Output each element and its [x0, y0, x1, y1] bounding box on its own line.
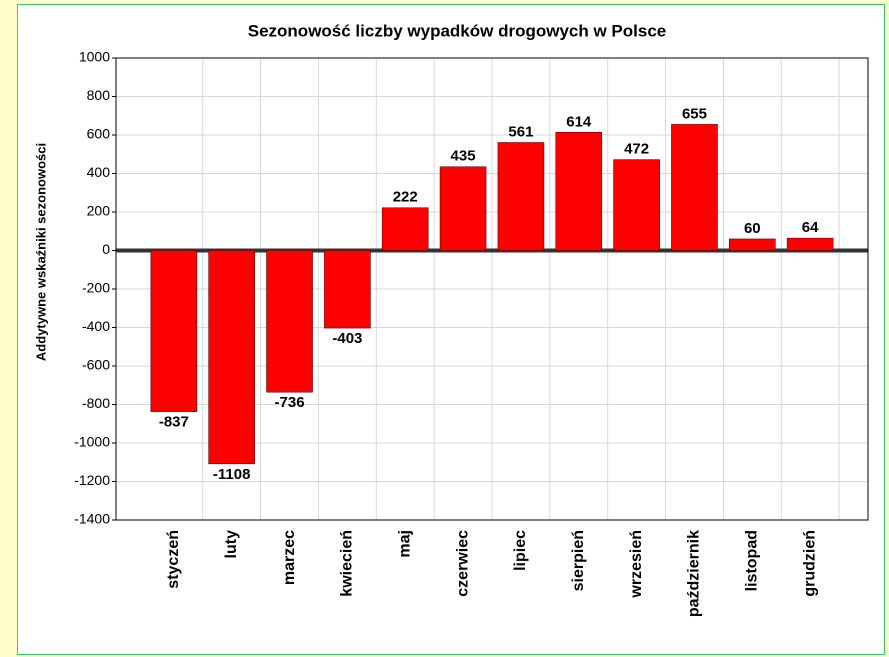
value-label: -403 — [332, 330, 362, 347]
chart-title: Sezonowość liczby wypadków drogowych w P… — [248, 21, 666, 40]
x-tick-label: marzec — [281, 530, 298, 585]
value-label: -1108 — [213, 466, 251, 483]
y-tick-label: 800 — [87, 87, 111, 103]
bar — [497, 142, 545, 251]
x-tick-label: lipiec — [512, 530, 529, 571]
y-tick-label: 0 — [102, 241, 110, 257]
x-tick-label: maj — [396, 530, 413, 558]
y-tick-label: -800 — [82, 395, 110, 411]
value-label: 222 — [393, 189, 418, 206]
bar — [671, 124, 718, 251]
x-tick-label: kwiecień — [339, 530, 356, 597]
value-label: 614 — [566, 113, 592, 130]
y-tick-label: 400 — [87, 164, 111, 180]
y-tick-label: 1000 — [79, 49, 110, 65]
y-axis-label: Addytywne wskaźniki sezonowości — [33, 143, 48, 361]
value-label: -736 — [275, 394, 305, 411]
bar — [324, 250, 371, 329]
value-label: 435 — [451, 148, 476, 165]
bar — [555, 132, 603, 251]
x-tick-label: wrzesień — [628, 530, 645, 599]
value-label: 472 — [624, 141, 649, 158]
value-label: 561 — [508, 123, 533, 140]
y-tick-label: -400 — [82, 318, 110, 334]
y-tick-label: -200 — [82, 280, 110, 296]
bar — [381, 207, 429, 251]
value-label: -837 — [159, 414, 189, 431]
bar — [786, 237, 834, 251]
bar — [150, 250, 198, 412]
y-tick-label: -600 — [82, 357, 110, 373]
bar — [208, 250, 255, 465]
plot-frame — [115, 57, 869, 521]
value-label: 655 — [682, 105, 707, 122]
y-tick-label: 600 — [87, 126, 111, 142]
y-tick-label: -1400 — [74, 511, 110, 527]
x-tick-label: grudzień — [801, 530, 818, 597]
y-tick-label: 200 — [87, 203, 111, 219]
bar — [613, 159, 660, 251]
y-tick-label: -1000 — [74, 434, 110, 450]
value-label: 64 — [802, 219, 819, 236]
bar — [266, 250, 313, 393]
value-label: 60 — [744, 220, 761, 237]
bar — [729, 238, 776, 251]
x-tick-label: styczeń — [165, 530, 182, 589]
x-tick-label: luty — [223, 530, 240, 559]
x-tick-label: czerwiec — [454, 530, 471, 597]
bar — [439, 166, 487, 251]
x-tick-label: listopad — [744, 530, 761, 591]
x-tick-label: sierpień — [570, 530, 587, 591]
y-tick-label: -1200 — [74, 472, 110, 488]
x-tick-label: październik — [686, 530, 703, 617]
